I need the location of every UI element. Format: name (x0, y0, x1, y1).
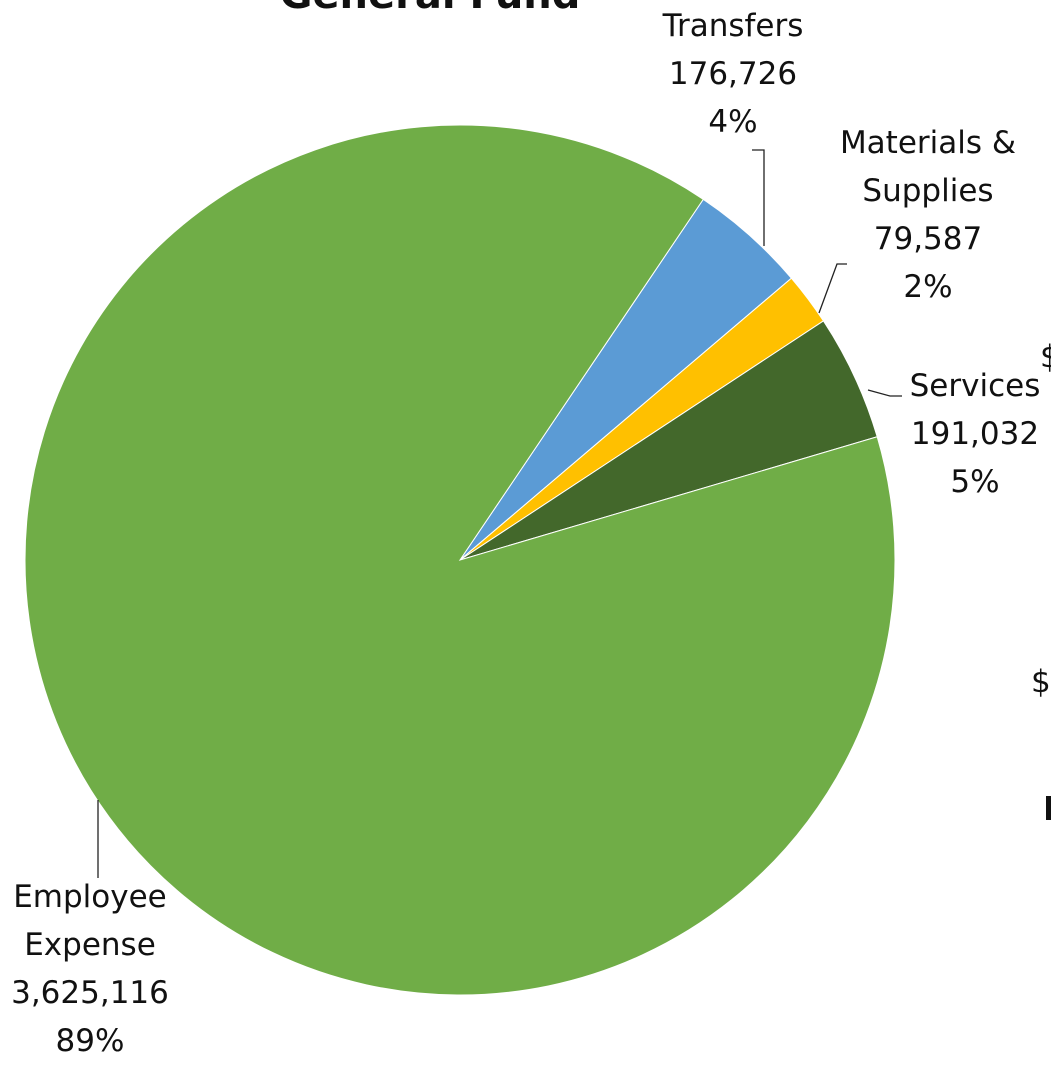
slice-label-2-line-2: Supplies (862, 173, 993, 209)
slice-percent-4: 89% (56, 1023, 125, 1059)
leader-line-1 (752, 149, 765, 246)
edge-fragment (1046, 796, 1051, 820)
slice-value-3: 191,032 (911, 416, 1039, 452)
slice-percent-3: 5% (950, 464, 999, 500)
slice-percent-2: 2% (903, 269, 952, 305)
slice-percent-1: 4% (708, 104, 757, 140)
slice-value-4: 3,625,116 (11, 975, 169, 1011)
slice-label-2-line-1: Materials & (840, 125, 1016, 161)
slice-value-2: 79,587 (874, 221, 982, 257)
leader-line-3 (867, 389, 902, 397)
leader-line-2 (818, 263, 847, 314)
slice-label-4-line-2: Expense (24, 927, 156, 963)
slice-label-3-line-1: Services (910, 368, 1041, 404)
edge-dollar-1: $ (1040, 339, 1051, 375)
slice-value-1: 176,726 (669, 56, 797, 92)
chart-title: General Fund (280, 0, 581, 18)
leader-lines (97, 149, 902, 878)
slice-label-1-line-1: Transfers (662, 8, 804, 44)
edge-dollar-2: $ (1031, 664, 1051, 700)
pie-slice-4 (24, 124, 896, 996)
slice-labels: Transfers 176,726 4% Materials & Supplies 79,… (11, 8, 1040, 1059)
slice-label-4-line-1: Employee (13, 879, 167, 915)
pie-slices (24, 124, 896, 996)
